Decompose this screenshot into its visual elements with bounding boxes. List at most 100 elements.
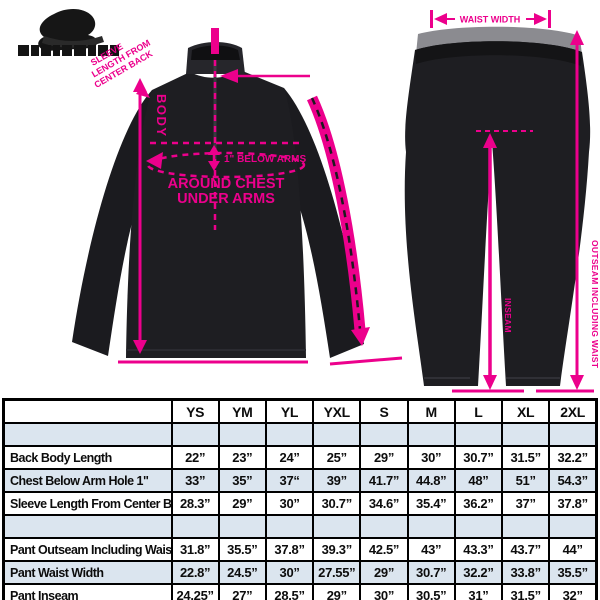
outseam-top-arrowhead xyxy=(570,30,584,45)
size-cell: 24.5” xyxy=(217,560,267,585)
size-cell xyxy=(548,514,598,539)
size-cell: 30.5” xyxy=(406,583,456,600)
size-column-header: YM xyxy=(217,398,267,424)
size-cell: 31” xyxy=(453,583,504,600)
size-cell: 30.7” xyxy=(453,445,504,470)
size-cell: 42.5” xyxy=(359,537,409,562)
size-cell: 43” xyxy=(406,537,456,562)
size-cell xyxy=(406,514,456,539)
waist-left-arrowhead xyxy=(434,13,447,25)
inseam-bottom-arrowhead xyxy=(483,375,497,390)
pants-illustration xyxy=(404,26,591,386)
size-cell: 35” xyxy=(217,468,267,493)
size-cell: 39.3” xyxy=(312,537,362,562)
size-cell xyxy=(406,422,456,447)
size-cell: 29” xyxy=(359,560,409,585)
size-cell: 54.3” xyxy=(548,468,598,493)
inseam-label: INSEAM xyxy=(503,298,513,333)
size-cell: 33” xyxy=(170,468,220,493)
chest-dashed-ellipse xyxy=(146,151,306,179)
size-cell: 32.2” xyxy=(548,445,598,470)
size-cell xyxy=(312,422,362,447)
size-cell: 48” xyxy=(453,468,504,493)
size-cell: 41.7” xyxy=(359,468,409,493)
size-cell: 30” xyxy=(264,491,315,516)
table-row: Sleeve Length From Center Back28.3”29”30… xyxy=(2,491,598,516)
size-cell: 43.3” xyxy=(453,537,504,562)
size-column-header: S xyxy=(359,398,409,424)
logo-emblem-band xyxy=(42,36,104,48)
jacket-zipper xyxy=(213,60,217,168)
size-cell: 29” xyxy=(217,491,267,516)
outseam-bottom-arrowhead xyxy=(570,375,584,390)
size-cell: 31.5” xyxy=(501,445,551,470)
waist-bracket-right-bar xyxy=(548,10,551,28)
body-line-bottom-arrowhead xyxy=(133,340,147,354)
jacket-right-sleeve xyxy=(280,88,364,358)
table-row: Pant Outseam Including Waist 31.8” 35.5” 37… xyxy=(2,537,598,562)
size-cell: 27.55” xyxy=(312,560,362,585)
row-label: Pant Waist Width xyxy=(2,560,173,585)
size-cell: 33.8” xyxy=(501,560,551,585)
size-cell: 22” xyxy=(170,445,220,470)
size-cell: 37.8” xyxy=(264,537,315,562)
waist-bracket-left-bar xyxy=(430,10,433,28)
size-cell xyxy=(170,514,220,539)
size-cell: 30” xyxy=(406,445,456,470)
size-cell xyxy=(548,422,598,447)
sleeve-measure-band-dash xyxy=(310,97,362,331)
size-cell xyxy=(264,422,315,447)
size-cell: 27” xyxy=(217,583,267,600)
brand-logo xyxy=(18,8,119,56)
below-arms-up-arrowhead xyxy=(208,145,220,155)
row-label xyxy=(2,422,173,447)
size-cell: 29” xyxy=(312,583,362,600)
size-cell: 31.5” xyxy=(501,583,551,600)
size-cell: 51” xyxy=(501,468,551,493)
size-cell: 24.25” xyxy=(170,583,220,600)
size-cell: 31.8” xyxy=(170,537,220,562)
below-arms-label: 1" BELOW ARMS xyxy=(224,154,306,165)
size-cell xyxy=(170,422,220,447)
size-cell xyxy=(264,514,315,539)
size-cell xyxy=(359,514,409,539)
size-cell: 32” xyxy=(548,583,598,600)
center-back-tick xyxy=(211,28,219,54)
size-cell: 35.4” xyxy=(406,491,456,516)
size-cell: 24” xyxy=(264,445,315,470)
size-cell xyxy=(217,514,267,539)
row-label: Pant Outseam Including Waist xyxy=(2,537,173,562)
size-cell: 37.8” xyxy=(548,491,598,516)
size-table: YS YM YL YXL S M L XL 2XL Back Body Length 22” 23”… xyxy=(2,398,598,600)
size-cell: 30.7” xyxy=(312,491,362,516)
below-arms-down-arrowhead xyxy=(208,161,220,171)
size-cell: 34.6” xyxy=(359,491,409,516)
chest-ellipse-arrowhead xyxy=(146,152,163,169)
jacket-left-sleeve xyxy=(72,90,156,356)
body-length-label: BODY xyxy=(154,94,169,138)
size-column-header: M xyxy=(406,398,456,424)
sleeve-arrowhead xyxy=(351,327,370,346)
around-chest-label-line1: AROUND CHEST xyxy=(168,176,285,192)
sleeve-note-arrowhead xyxy=(136,85,150,98)
size-cell xyxy=(501,514,551,539)
size-cell xyxy=(501,422,551,447)
table-row: Chest Below Arm Hole 1" 33” 35” 37“ 39” 41.7”… xyxy=(2,468,598,493)
size-column-header: YL xyxy=(264,398,315,424)
size-cell: 23” xyxy=(217,445,267,470)
measurement-diagram: BODY 1" BELOW ARMS AROUND CHEST UNDER AR… xyxy=(18,8,600,393)
inseam-top-arrowhead xyxy=(483,133,497,148)
size-column-header: XL xyxy=(501,398,551,424)
size-table-body: Back Body Length 22” 23” 24” 25” 29” 30” 30.7” 3… xyxy=(2,422,598,600)
size-cell: 30.7” xyxy=(406,560,456,585)
sleeve-cuff-baseline xyxy=(329,356,403,366)
size-cell: 25” xyxy=(312,445,362,470)
size-cell: 43.7” xyxy=(501,537,551,562)
pants-body xyxy=(404,41,591,386)
size-column-header: YS xyxy=(170,398,220,424)
pants-waistband xyxy=(415,41,582,66)
size-cell: 28.5” xyxy=(264,583,315,600)
size-cell: 35.5” xyxy=(217,537,267,562)
size-cell: 29” xyxy=(359,445,409,470)
